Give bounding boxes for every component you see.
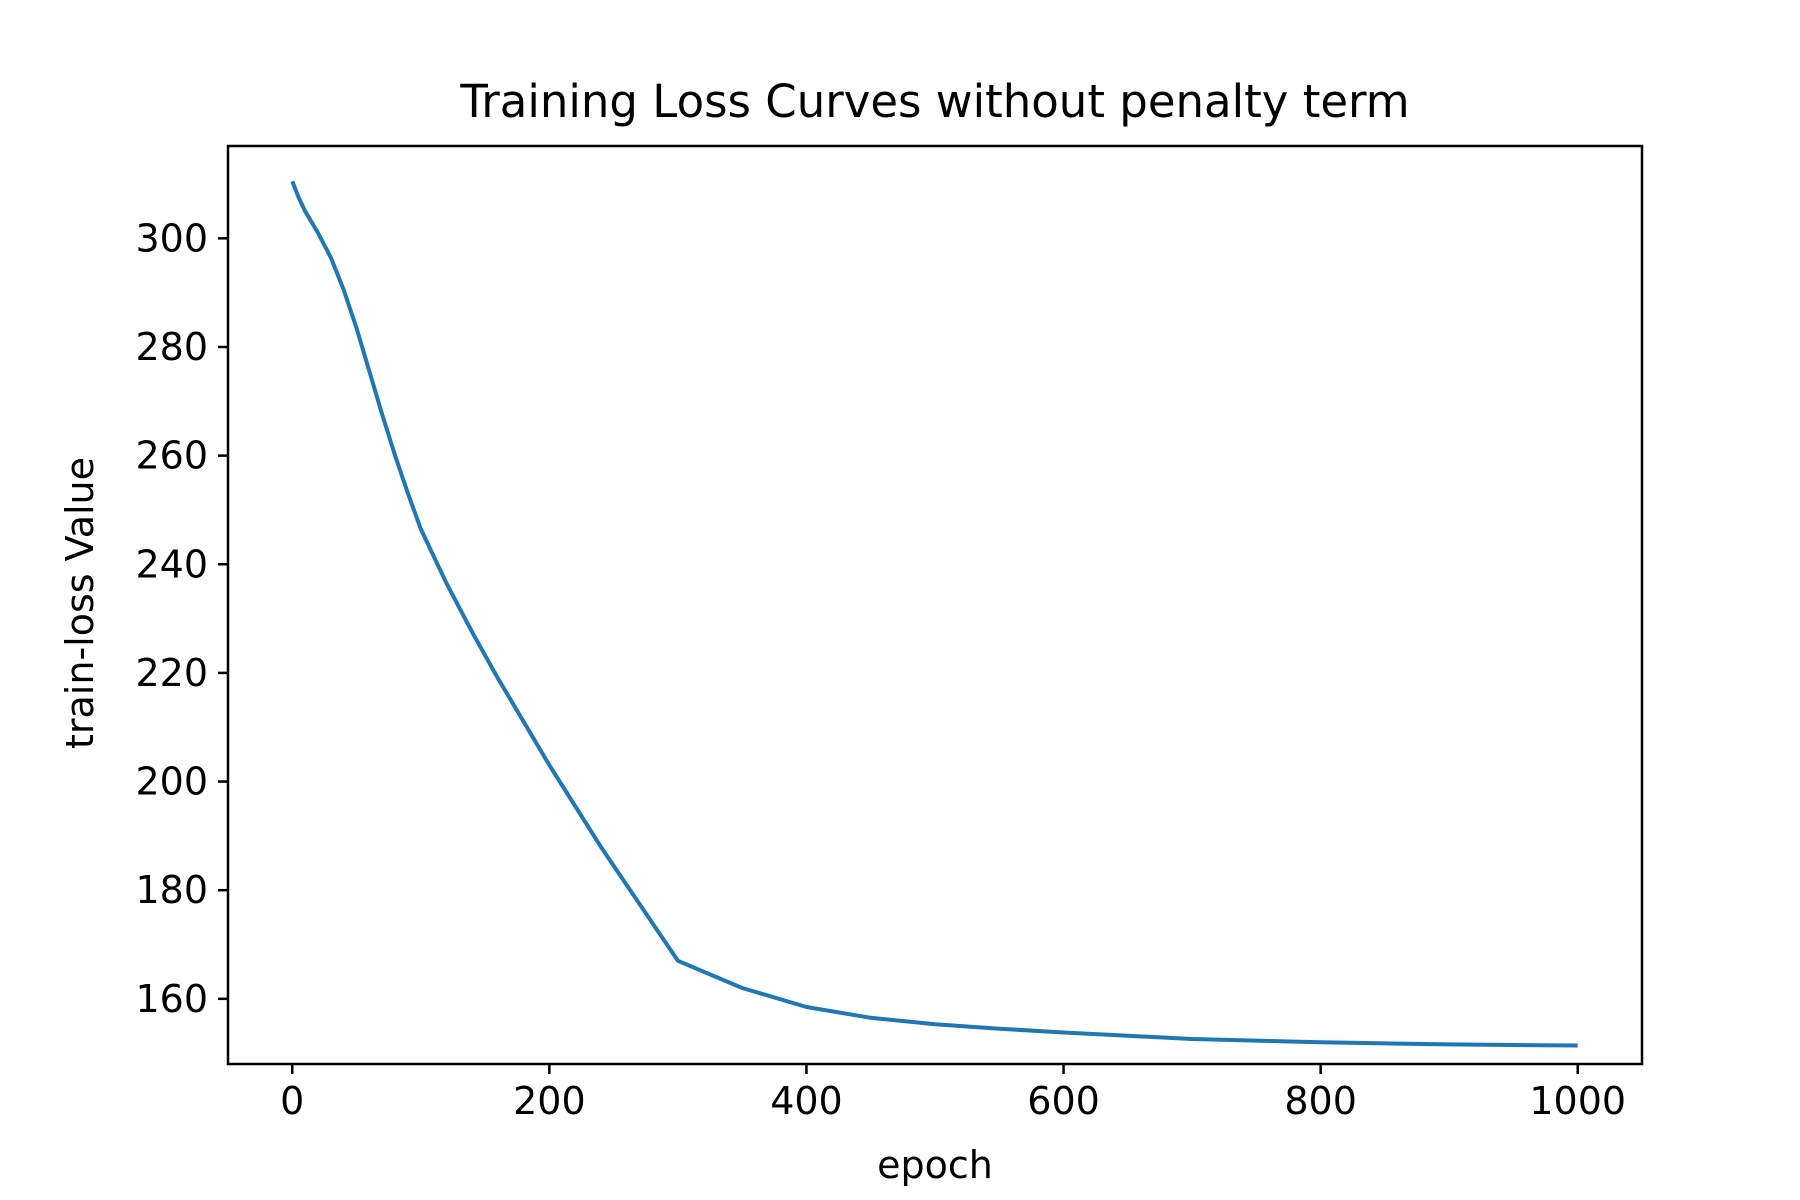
axis-ticks: 0 200 400 600 800 1000 160 180 200 220 240 260 280 30… xyxy=(135,216,1626,1123)
y-tick-label: 160 xyxy=(135,977,208,1021)
x-tick-label: 1000 xyxy=(1529,1079,1626,1123)
y-tick-label: 300 xyxy=(135,216,208,260)
series-line xyxy=(290,180,1578,1048)
chart-title: Training Loss Curves without penalty ter… xyxy=(459,75,1409,128)
plot-area-frame xyxy=(226,144,1644,1066)
x-tick-label: 600 xyxy=(1027,1079,1100,1123)
y-tick-label: 280 xyxy=(135,325,208,369)
series-layer xyxy=(290,180,1578,1048)
x-axis-label: epoch xyxy=(877,1143,993,1187)
y-tick-label: 260 xyxy=(135,434,208,478)
y-tick-label: 180 xyxy=(135,868,208,912)
x-tick-label: 400 xyxy=(770,1079,843,1123)
x-tick-label: 800 xyxy=(1284,1079,1357,1123)
y-axis-label: train-loss Value xyxy=(58,457,102,749)
y-tick-label: 200 xyxy=(135,760,208,804)
x-tick-label: 200 xyxy=(513,1079,586,1123)
y-tick-label: 240 xyxy=(135,542,208,586)
x-tick-label: 0 xyxy=(280,1079,304,1123)
y-tick-label: 220 xyxy=(135,651,208,695)
